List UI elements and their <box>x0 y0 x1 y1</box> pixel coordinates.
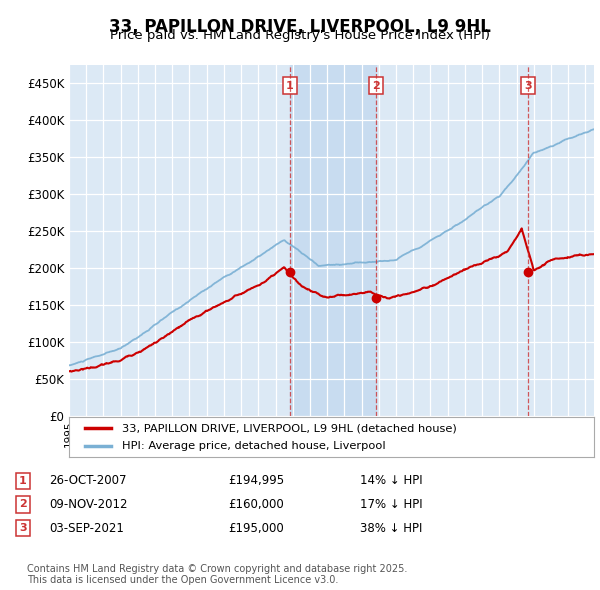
Text: 3: 3 <box>19 523 26 533</box>
Text: 2: 2 <box>373 81 380 91</box>
Text: HPI: Average price, detached house, Liverpool: HPI: Average price, detached house, Live… <box>121 441 385 451</box>
Text: Contains HM Land Registry data © Crown copyright and database right 2025.
This d: Contains HM Land Registry data © Crown c… <box>27 563 407 585</box>
Text: 17% ↓ HPI: 17% ↓ HPI <box>360 498 422 511</box>
Text: Price paid vs. HM Land Registry's House Price Index (HPI): Price paid vs. HM Land Registry's House … <box>110 30 490 42</box>
Text: 1: 1 <box>19 476 26 486</box>
Text: 26-OCT-2007: 26-OCT-2007 <box>49 474 127 487</box>
Text: £194,995: £194,995 <box>228 474 284 487</box>
Text: 33, PAPILLON DRIVE, LIVERPOOL, L9 9HL (detached house): 33, PAPILLON DRIVE, LIVERPOOL, L9 9HL (d… <box>121 424 456 434</box>
Text: £160,000: £160,000 <box>228 498 284 511</box>
Text: 03-SEP-2021: 03-SEP-2021 <box>49 522 124 535</box>
Text: 14% ↓ HPI: 14% ↓ HPI <box>360 474 422 487</box>
Text: 2: 2 <box>19 500 26 509</box>
Text: 09-NOV-2012: 09-NOV-2012 <box>49 498 128 511</box>
Text: 38% ↓ HPI: 38% ↓ HPI <box>360 522 422 535</box>
Text: 33, PAPILLON DRIVE, LIVERPOOL, L9 9HL: 33, PAPILLON DRIVE, LIVERPOOL, L9 9HL <box>109 18 491 36</box>
Text: 3: 3 <box>524 81 532 91</box>
Text: £195,000: £195,000 <box>228 522 284 535</box>
Bar <box>290 65 376 416</box>
Text: 1: 1 <box>286 81 293 91</box>
